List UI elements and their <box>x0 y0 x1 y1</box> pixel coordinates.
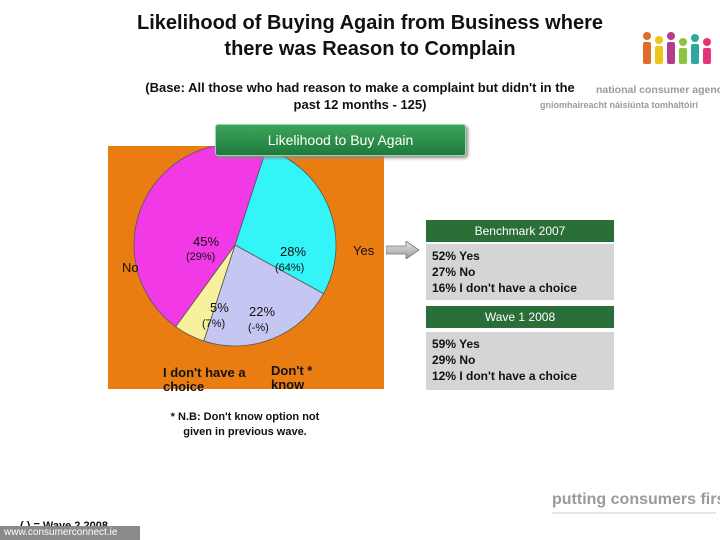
base-note-line-1: (Base: All those who had reason to make … <box>145 80 575 95</box>
website-link[interactable]: www.consumerconnect.ie <box>0 526 140 540</box>
no-prev-label: (29%) <box>186 251 216 263</box>
benchmark-header: Benchmark 2007 <box>426 220 614 242</box>
no-value-label: 45% <box>193 234 220 249</box>
footnote: * N.B: Don't know option not given in pr… <box>150 410 340 440</box>
base-note-line-2: past 12 months - 125) <box>293 97 427 112</box>
wave1-line: 59% Yes <box>432 337 480 351</box>
benchmark-line: 27% No <box>432 265 476 279</box>
footer-divider <box>552 512 716 514</box>
dont-know-label-line-1: Don't * <box>271 363 313 378</box>
wave1-panel: 59% Yes 29% No 12% I don't have a choice <box>426 332 614 390</box>
arrow-right-icon <box>386 241 420 259</box>
people-logo-icon <box>643 32 711 64</box>
logo-text-english: national consumer agency <box>596 84 720 96</box>
yes-prev-label: (64%) <box>275 262 305 274</box>
likelihood-section-button[interactable]: Likelihood to Buy Again <box>215 124 466 156</box>
base-note: (Base: All those who had reason to make … <box>110 79 610 113</box>
wave1-line: 29% No <box>432 353 476 367</box>
yes-label: Yes <box>353 243 375 258</box>
no-choice-value-label: 5% <box>210 300 229 315</box>
yes-value-label: 28% <box>280 244 307 259</box>
footnote-line-1: * N.B: Don't know option not <box>170 411 320 423</box>
dont-know-label: Don't * know <box>271 364 312 392</box>
no-label: No <box>122 260 139 275</box>
benchmark-panel: 52% Yes 27% No 16% I don't have a choice <box>426 244 614 300</box>
pie-slice-no <box>133 146 267 328</box>
pie-slice-yes <box>234 148 337 295</box>
page-title: Likelihood of Buying Again from Business… <box>90 10 650 62</box>
logo-text-irish: gníomhaireacht náisiúnta tomhaltóirí <box>540 100 699 110</box>
no-choice-prev-label: (7%) <box>202 318 226 330</box>
pie-chart <box>133 146 337 347</box>
no-choice-label: I don't have a choice <box>163 365 246 394</box>
wave1-line: 12% I don't have a choice <box>432 369 577 383</box>
footnote-line-2: given in previous wave. <box>183 426 307 438</box>
slogan: putting consumers first <box>552 491 720 508</box>
dont-know-value-label: 22% <box>249 304 276 319</box>
dont-know-label-line-2: know <box>271 377 305 392</box>
dont-know-prev-label: (-%) <box>248 322 269 334</box>
title-line-2: there was Reason to Complain <box>224 38 516 60</box>
pie-slice-don-t-know <box>203 244 325 347</box>
wave1-header: Wave 1 2008 <box>426 306 614 328</box>
agency-logo: national consumer agency gníomhaireacht … <box>540 30 720 112</box>
title-line-1: Likelihood of Buying Again from Business… <box>137 12 603 34</box>
benchmark-line: 52% Yes <box>432 249 480 263</box>
benchmark-line: 16% I don't have a choice <box>432 281 577 295</box>
